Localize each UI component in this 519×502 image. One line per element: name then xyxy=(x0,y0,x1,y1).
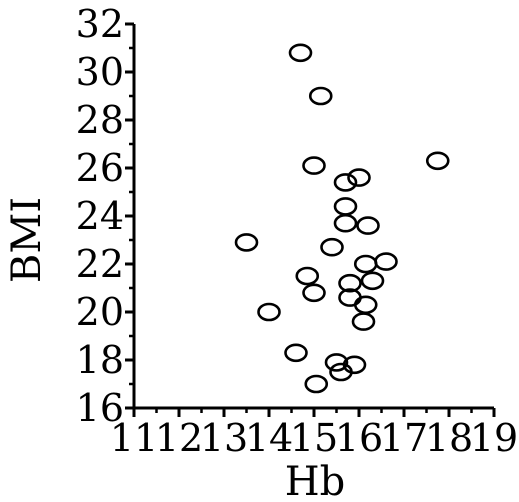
y-tick-label: 20 xyxy=(76,290,124,334)
data-point xyxy=(356,216,380,235)
data-point xyxy=(351,312,376,331)
x-tick-label: 15 xyxy=(290,416,338,460)
x-tick-label: 12 xyxy=(155,416,203,460)
data-point xyxy=(295,266,320,286)
y-tick-label: 16 xyxy=(76,386,124,430)
y-tick-label: 24 xyxy=(76,194,124,238)
data-point xyxy=(333,197,358,216)
data-point xyxy=(360,271,385,291)
data-point xyxy=(333,213,358,233)
data-point xyxy=(284,343,308,363)
y-tick-label: 32 xyxy=(76,2,124,46)
x-tick-label: 18 xyxy=(425,416,473,460)
y-tick-label: 28 xyxy=(76,98,124,142)
data-point xyxy=(333,173,358,192)
x-tick-label: 13 xyxy=(200,416,248,460)
data-point xyxy=(324,353,349,372)
y-tick-label: 22 xyxy=(76,242,124,286)
data-point xyxy=(234,233,259,252)
data-point xyxy=(353,295,378,315)
data-point xyxy=(257,302,281,322)
x-tick-label: 11 xyxy=(110,416,158,460)
y-axis-label: BMI xyxy=(4,197,50,283)
data-point xyxy=(347,168,371,187)
x-tick-label: 16 xyxy=(335,416,383,460)
data-point xyxy=(320,237,344,257)
y-tick-label: 30 xyxy=(76,50,124,94)
data-point xyxy=(353,254,378,274)
data-point xyxy=(302,283,326,303)
data-point xyxy=(338,273,362,293)
x-tick-label: 14 xyxy=(245,416,293,460)
data-point xyxy=(302,156,326,175)
data-point xyxy=(308,86,333,106)
data-point xyxy=(304,374,329,394)
y-tick-label: 26 xyxy=(76,146,124,190)
data-point xyxy=(374,252,398,271)
x-tick-label: 17 xyxy=(380,416,428,460)
x-axis-label: Hb xyxy=(285,459,346,502)
y-tick-label: 18 xyxy=(76,338,124,382)
x-tick-label: 19 xyxy=(470,416,518,460)
data-points xyxy=(234,43,450,394)
data-point xyxy=(329,362,353,382)
data-point xyxy=(425,151,450,171)
data-point xyxy=(288,43,313,63)
